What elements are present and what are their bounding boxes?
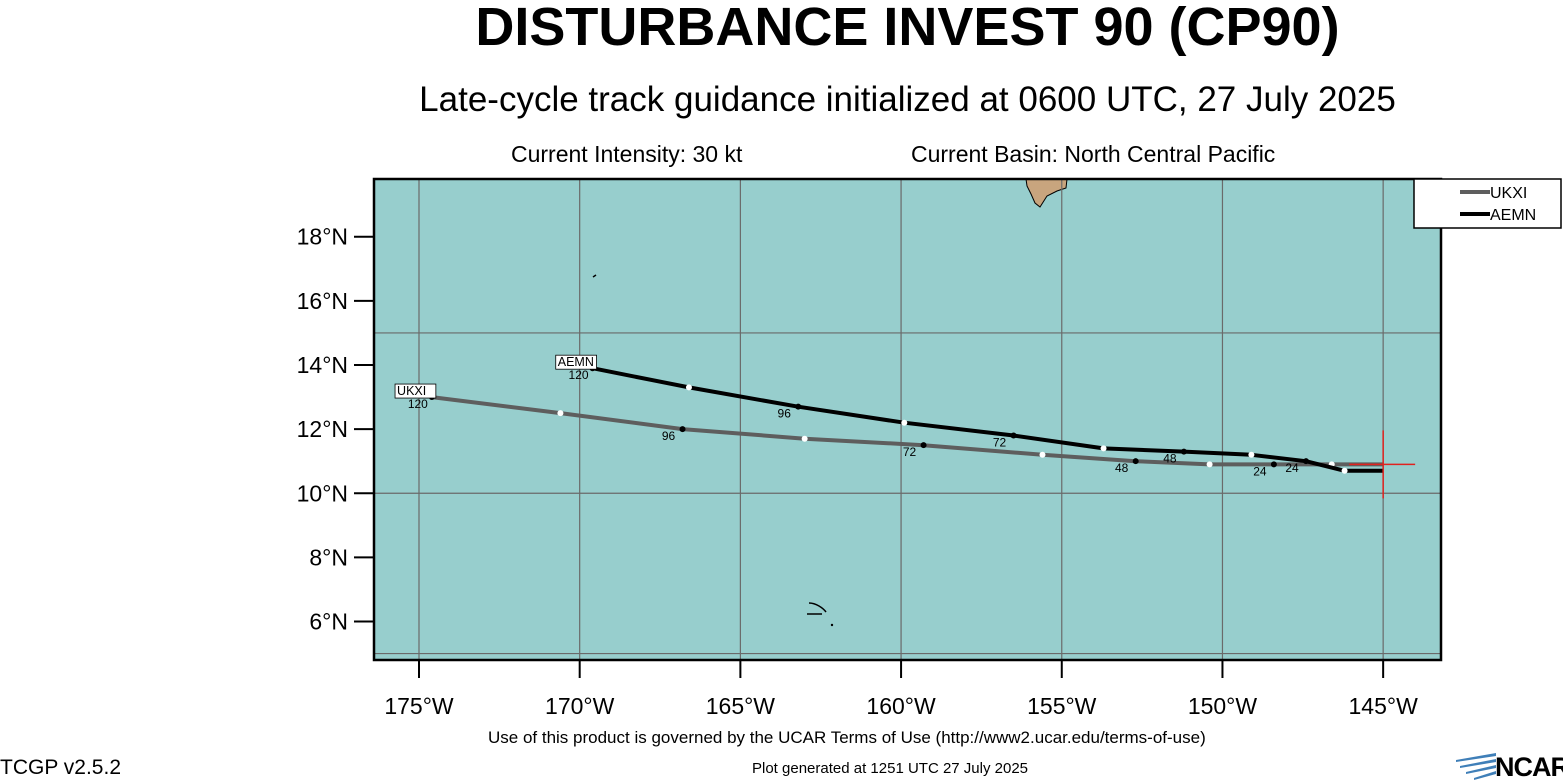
lon-tick-label: 155°W — [1027, 693, 1097, 719]
track-point — [679, 426, 686, 433]
track-point — [1206, 461, 1213, 468]
ncar-logo-icon — [1456, 753, 1496, 780]
forecast-hour-label: 48 — [1115, 461, 1129, 475]
lat-tick-label: 12°N — [297, 416, 348, 442]
lon-tick-label: 170°W — [545, 693, 615, 719]
ocean-background — [374, 179, 1441, 660]
lon-tick-label: 160°W — [866, 693, 936, 719]
terms-of-use-text: Use of this product is governed by the U… — [488, 728, 1206, 747]
track-point — [685, 384, 692, 391]
track-end-label: AEMN — [558, 355, 594, 369]
track-point — [901, 419, 908, 426]
forecast-hour-label: 72 — [903, 445, 917, 459]
island-small — [592, 274, 597, 278]
track-point — [1341, 467, 1348, 474]
chart-title: DISTURBANCE INVEST 90 (CP90) — [475, 0, 1340, 57]
forecast-hour-label: 120 — [408, 397, 428, 411]
legend-entry: AEMN — [1490, 207, 1536, 224]
forecast-hour-label: 120 — [569, 368, 589, 382]
legend: UKXI AEMN — [1413, 178, 1562, 229]
track-point — [1010, 432, 1017, 439]
atoll-marshall — [807, 602, 827, 615]
lat-tick-label: 14°N — [297, 352, 348, 378]
lon-tick-label: 145°W — [1349, 693, 1419, 719]
track-point — [1039, 451, 1046, 458]
land-features — [592, 178, 1068, 627]
forecast-hour-label: 72 — [993, 436, 1007, 450]
track-point — [557, 410, 564, 417]
lat-tick-label: 18°N — [297, 224, 348, 250]
forecast-hour-label: 48 — [1163, 452, 1177, 466]
lat-tick-label: 16°N — [297, 288, 348, 314]
lat-tick-label: 10°N — [297, 480, 348, 506]
axis-ticks: 175°W 170°W 165°W 160°W 155°W 150°W 145°W 6°N 8°… — [297, 224, 1418, 719]
track-point — [1132, 458, 1139, 465]
legend-entry: UKXI — [1490, 185, 1527, 202]
ncar-logo-text: NCAR — [1495, 752, 1563, 782]
lon-tick-label: 175°W — [384, 693, 454, 719]
track-point — [801, 435, 808, 442]
map-frame — [372, 177, 1443, 662]
track-point — [1303, 458, 1310, 465]
track-point — [920, 442, 927, 449]
forecast-hour-label: 96 — [662, 429, 676, 443]
lat-tick-label: 6°N — [309, 609, 348, 635]
current-intensity-label: Current Intensity: 30 kt — [511, 141, 743, 167]
track-end-label: UKXI — [397, 384, 426, 398]
track-point — [795, 403, 802, 410]
map-grid — [374, 179, 1441, 660]
track-point — [1180, 448, 1187, 455]
current-position-marker — [1349, 430, 1416, 499]
forecast-hour-label: 24 — [1253, 464, 1267, 478]
lon-tick-label: 150°W — [1188, 693, 1258, 719]
track-end-label-box — [394, 383, 437, 399]
chart-subtitle: Late-cycle track guidance initialized at… — [419, 80, 1396, 119]
track-point — [1248, 451, 1255, 458]
forecast-hour-label: 24 — [1285, 461, 1299, 475]
lat-tick-label: 8°N — [309, 544, 348, 570]
track-end-label-box — [555, 354, 597, 370]
atoll-dot — [830, 623, 834, 627]
forecast-hour-label: 96 — [778, 407, 792, 421]
plot-generated-label: Plot generated at 1251 UTC 27 July 2025 — [752, 760, 1029, 777]
lon-tick-label: 165°W — [706, 693, 776, 719]
legend-box — [1413, 178, 1562, 229]
track-point — [1270, 461, 1277, 468]
track-point — [1100, 445, 1107, 452]
version-label: TCGP v2.5.2 — [0, 756, 121, 779]
island-hawaii — [1025, 178, 1068, 208]
current-basin-label: Current Basin: North Central Pacific — [911, 141, 1276, 167]
